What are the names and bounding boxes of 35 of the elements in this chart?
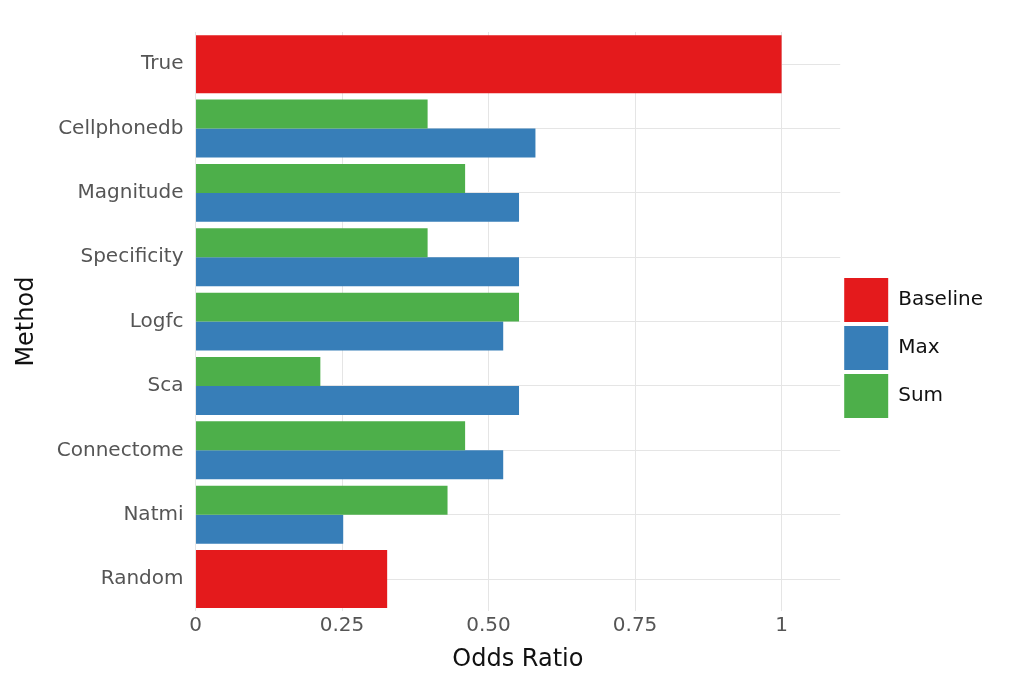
- y-tick-label: True: [140, 50, 184, 75]
- y-tick-label: Random: [100, 565, 184, 590]
- bar: [196, 99, 428, 129]
- bar: [196, 450, 504, 480]
- bar: [196, 35, 782, 94]
- bar: [196, 257, 520, 287]
- legend-label: Max: [898, 334, 940, 359]
- legend-label: Sum: [898, 382, 944, 407]
- x-tick-label: 1: [775, 612, 788, 637]
- y-tick-label: Cellphonedb: [58, 114, 184, 139]
- bar: [196, 485, 448, 515]
- x-tick-label: 0: [189, 612, 202, 637]
- bar: [196, 192, 520, 222]
- x-tick-label: 0.75: [612, 612, 658, 637]
- y-tick-label: Sca: [147, 372, 184, 397]
- y-tick-label: Natmi: [123, 500, 184, 525]
- x-axis-title: Odds Ratio: [452, 643, 584, 672]
- x-tick-label: 0.25: [319, 612, 365, 637]
- bar: [196, 514, 344, 544]
- bar: [196, 292, 520, 322]
- x-tick-label: 0.50: [466, 612, 511, 637]
- bar: [196, 163, 466, 193]
- bar: [196, 550, 388, 608]
- y-axis-title: Method: [10, 276, 39, 367]
- y-tick-label: Logfc: [129, 307, 184, 332]
- y-tick-label: Connectome: [56, 436, 184, 461]
- legend-label: Baseline: [898, 286, 983, 311]
- bar: [196, 385, 520, 415]
- bar: [196, 321, 504, 351]
- bar: [196, 357, 321, 386]
- y-tick-label: Magnitude: [77, 179, 184, 204]
- bar: [196, 128, 536, 158]
- bar: [196, 421, 466, 451]
- bar: [196, 228, 428, 258]
- y-tick-label: Specificity: [80, 243, 184, 268]
